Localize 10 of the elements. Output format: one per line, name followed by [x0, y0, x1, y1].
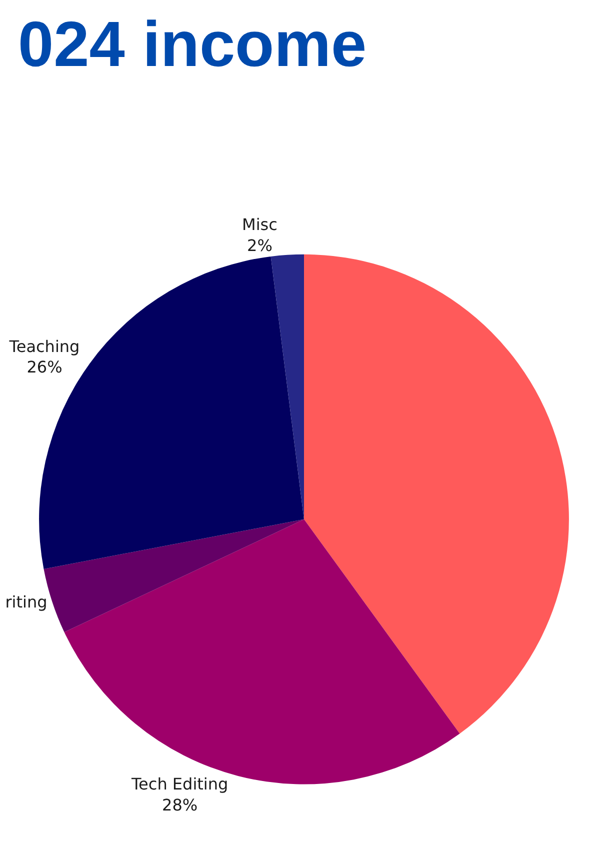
- slice-label: riting: [5, 592, 48, 612]
- slice-label: Tech Editing: [130, 774, 228, 794]
- slice-label: Misc: [242, 215, 278, 234]
- pie-slice: [304, 254, 568, 734]
- chart-title: 024 income: [18, 8, 367, 80]
- data-label: 2%: [247, 236, 272, 255]
- pie-slice: [270, 254, 304, 520]
- data-label: 26%: [26, 358, 62, 377]
- data-label: 28%: [162, 796, 198, 815]
- slice-label: Teaching: [8, 336, 80, 356]
